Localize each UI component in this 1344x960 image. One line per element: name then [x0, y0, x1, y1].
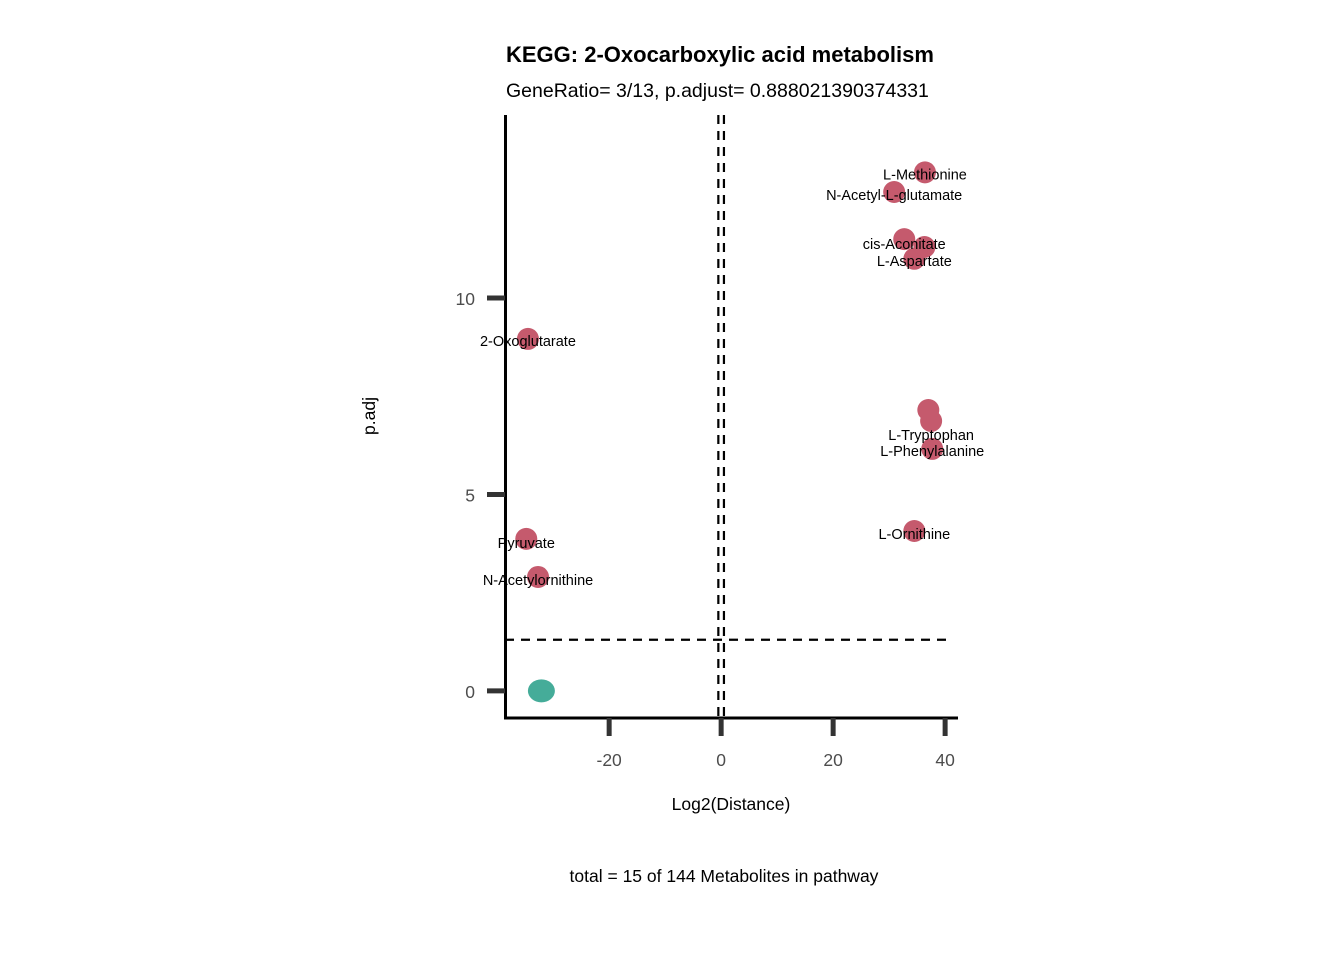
data-point: [516, 327, 539, 350]
data-point: [893, 228, 916, 251]
point-label: L-Phenylalanine: [880, 444, 984, 460]
data-point: [920, 410, 943, 433]
x-tick-label: -20: [597, 750, 623, 770]
data-point: [921, 437, 944, 460]
data-point: [913, 161, 936, 184]
data-point: [903, 520, 926, 543]
x-tick-label: 20: [823, 750, 843, 770]
y-tick-label: 0: [465, 682, 475, 702]
data-point: [527, 565, 550, 588]
x-tick-label: 0: [716, 750, 726, 770]
reference-lines: [505, 115, 949, 718]
point-label: N-Acetyl-L-glutamate: [826, 188, 962, 204]
y-tick-label: 5: [465, 485, 475, 505]
y-axis-title: p.adj: [359, 397, 379, 435]
data-point: [527, 679, 555, 703]
chart-title: KEGG: 2-Oxocarboxylic acid metabolism: [506, 42, 934, 67]
point-label: N-Acetylornithine: [483, 573, 593, 589]
x-axis-ticks: -20 0 20 40: [597, 718, 955, 770]
x-tick-label: 40: [935, 750, 955, 770]
point-label: L-Tryptophan: [888, 428, 974, 444]
point-label: Pyruvate: [498, 536, 555, 552]
x-axis-title: Log2(Distance): [672, 794, 791, 814]
y-tick-label: 10: [456, 289, 476, 309]
data-point: [515, 527, 538, 550]
y-axis-ticks: 0 5 10: [456, 289, 505, 702]
chart-subtitle: GeneRatio= 3/13, p.adjust= 0.88802139037…: [506, 80, 929, 102]
point-label: L-Ornithine: [878, 527, 950, 543]
chart-caption: total = 15 of 144 Metabolites in pathway: [570, 866, 879, 886]
point-label: L-Aspartate: [877, 254, 952, 270]
data-point: [903, 247, 926, 270]
data-points: [515, 161, 944, 703]
point-label: cis-Aconitate: [863, 237, 946, 253]
point-labels: L-Methionine N-Acetyl-L-glutamate cis-Acon…: [480, 167, 984, 589]
point-label: 2-Oxoglutarate: [480, 334, 576, 350]
data-point: [883, 180, 906, 203]
point-label: L-Methionine: [883, 167, 967, 183]
